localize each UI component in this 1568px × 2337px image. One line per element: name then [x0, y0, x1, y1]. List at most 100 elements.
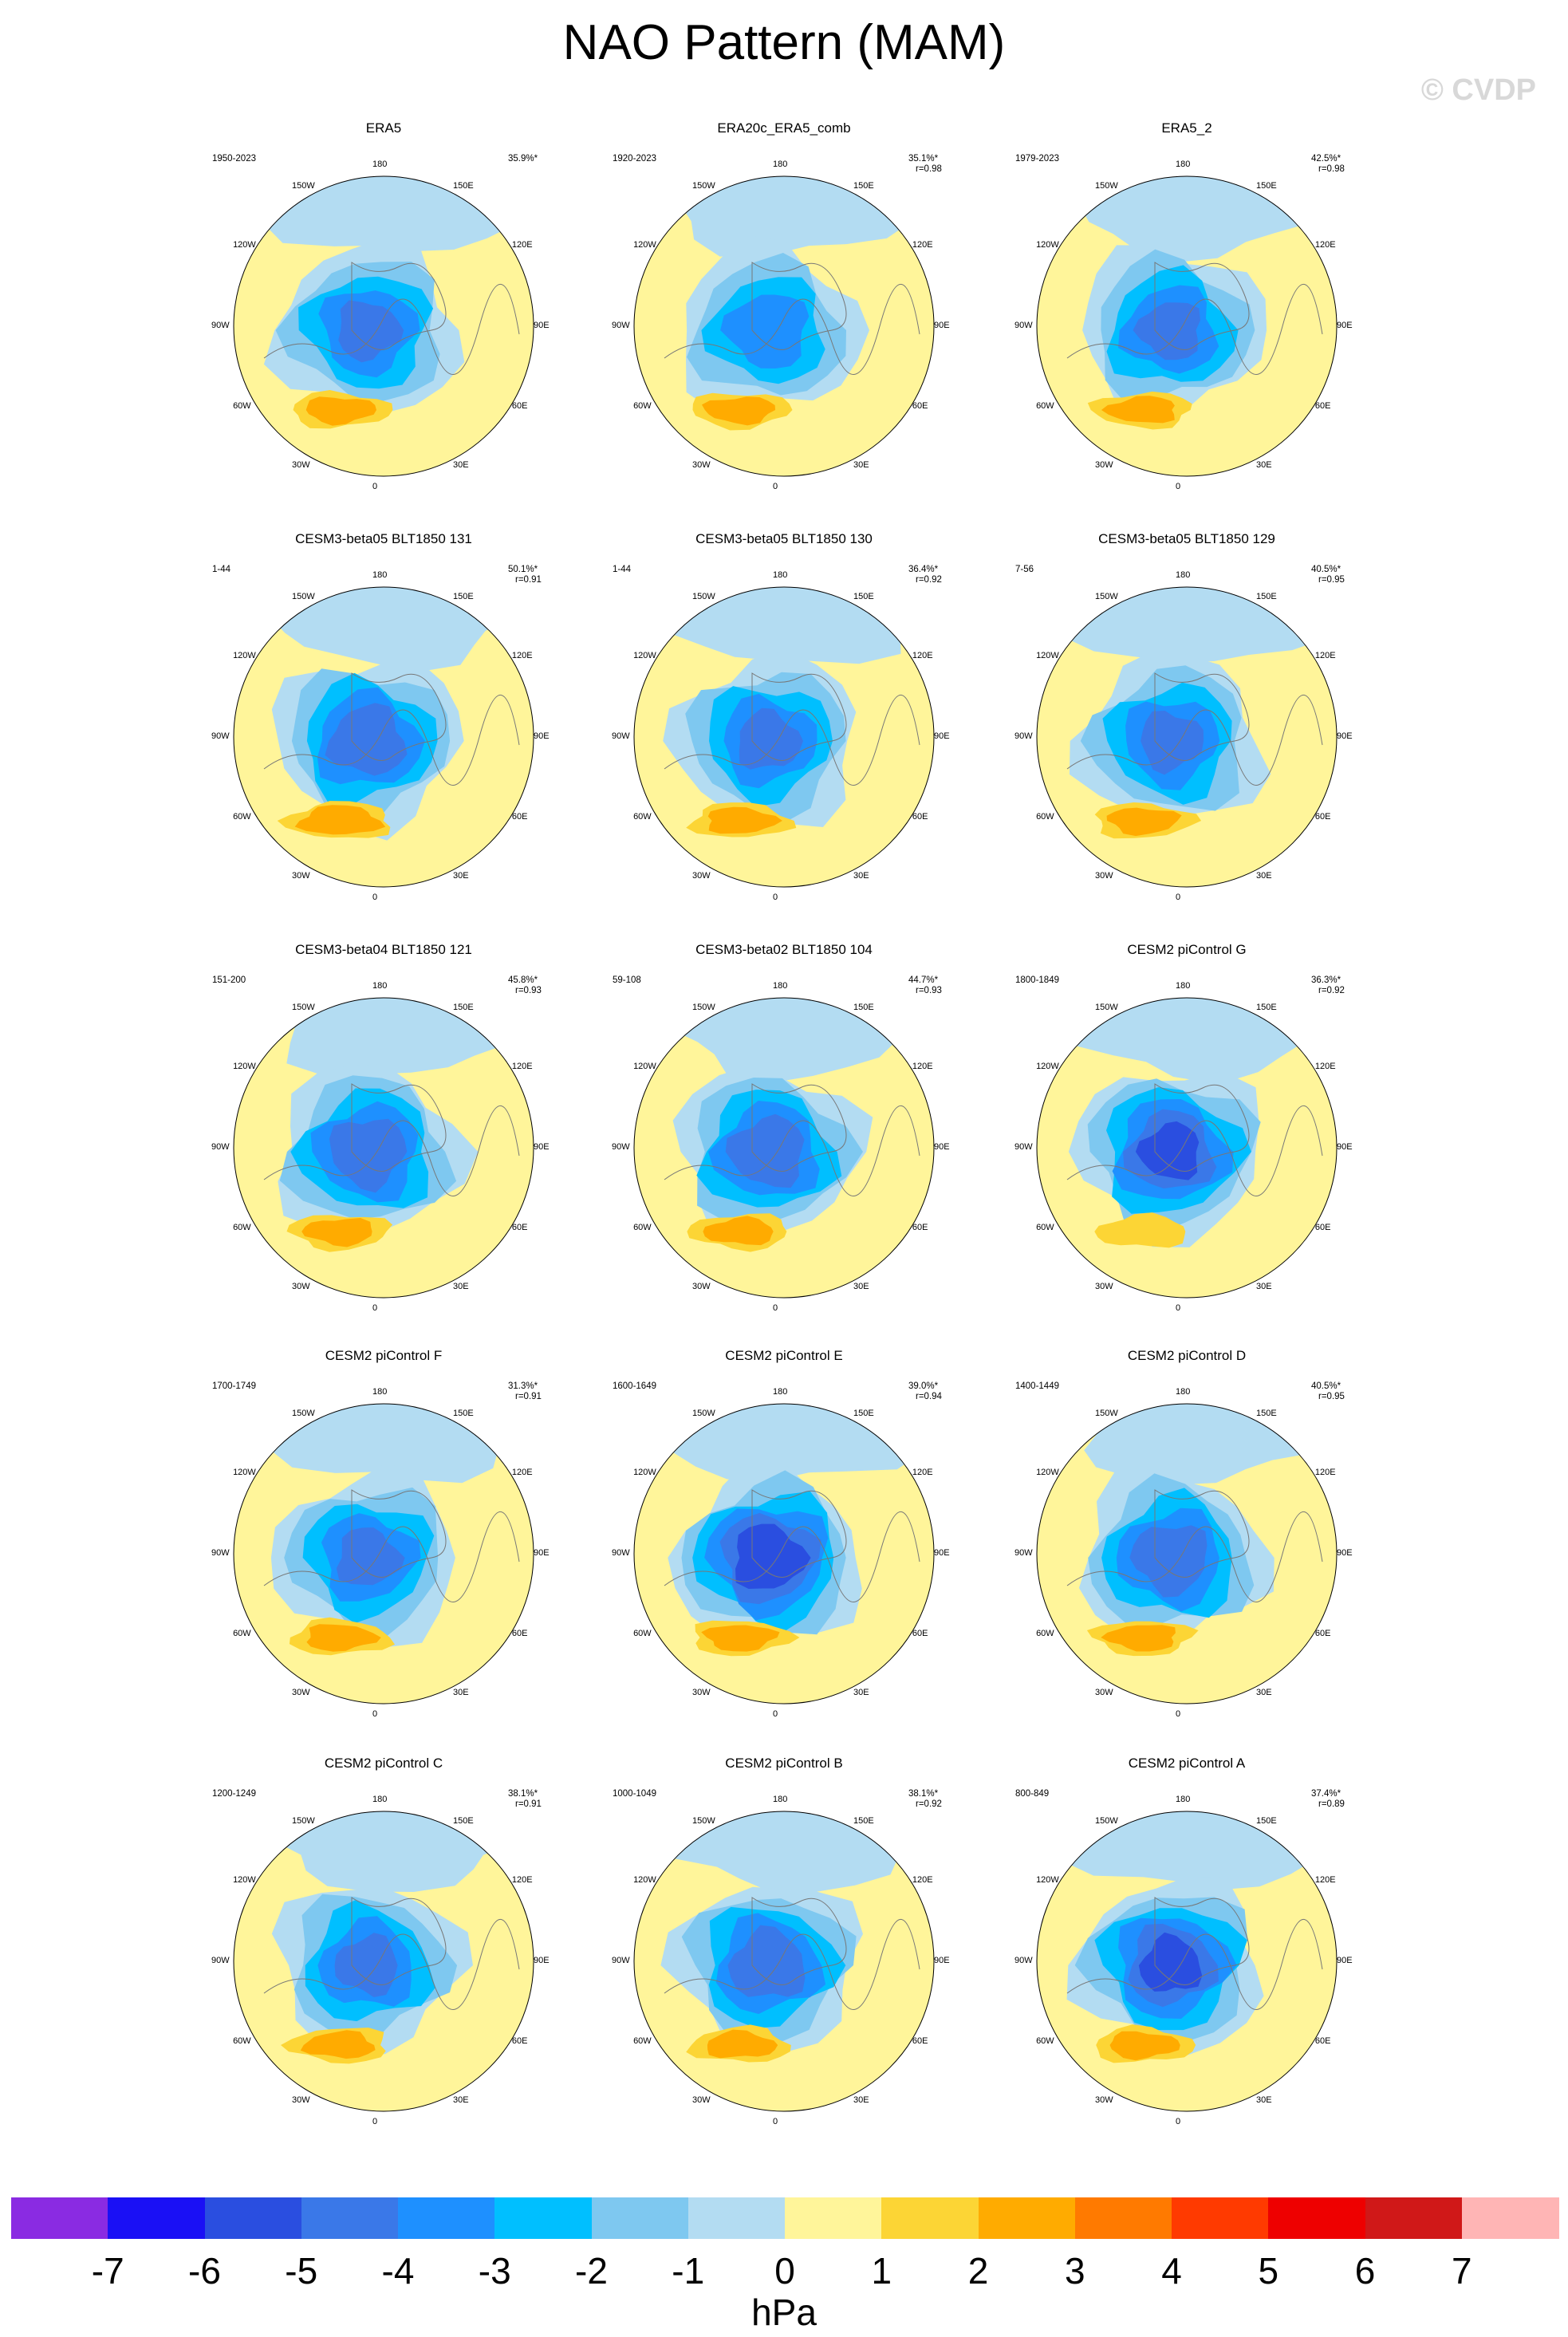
colorbar-segment [494, 2197, 592, 2239]
panel-title: ERA5 [365, 120, 402, 136]
longitude-label: 180 [1176, 1795, 1191, 1804]
panel-title: CESM3-beta05 BLT1850 129 [1098, 531, 1275, 546]
longitude-label: 60E [511, 401, 528, 411]
longitude-label: 120W [633, 1875, 656, 1885]
colorbar-tick-label: 2 [967, 2250, 989, 2292]
negative-contour-5 [725, 1113, 805, 1188]
positive-contour-1 [1094, 1212, 1186, 1248]
longitude-label: 120E [511, 651, 533, 660]
positive-contour-2 [703, 1216, 774, 1246]
polar-map-12 [1036, 1403, 1338, 1704]
longitude-label: 60E [511, 812, 528, 822]
longitude-label: 150W [292, 1003, 315, 1013]
longitude-label: 90W [1014, 731, 1033, 741]
longitude-label: 180 [372, 160, 388, 169]
longitude-label: 150W [692, 592, 715, 602]
longitude-label: 120E [1314, 1468, 1336, 1477]
greenland-coastline [1154, 672, 1250, 761]
polar-map-15 [1036, 1811, 1338, 2112]
colorbar-segment [11, 2197, 108, 2239]
longitude-label: 90W [1014, 321, 1033, 330]
greenland-coastline [351, 1083, 447, 1172]
map-panel-grid: ERA5 1950-2023 35.9%* 180 150E 120E 90E 60E 30E 0… [211, 120, 1353, 2126]
panel-years: 800-849 [1015, 1789, 1050, 1799]
longitude-label: 90W [612, 321, 630, 330]
longitude-label: 180 [372, 1387, 388, 1397]
longitude-label: 120W [633, 240, 656, 250]
longitude-label: 30W [692, 1281, 711, 1291]
longitude-label: 150W [1095, 1409, 1118, 1419]
negative-contour-6 [1135, 1121, 1200, 1180]
longitude-label: 60W [633, 2036, 652, 2046]
longitude-label: 150E [853, 1003, 874, 1013]
panel-variance-pct: 39.0%* [908, 1381, 939, 1391]
map-border [633, 586, 935, 888]
positive-contour-2 [305, 396, 376, 426]
colorbar-tick-label: 6 [1354, 2250, 1376, 2292]
longitude-label: 30W [292, 1281, 310, 1291]
longitude-label: 120W [233, 1468, 256, 1477]
longitude-label: 90W [211, 321, 230, 330]
map-border [1036, 175, 1338, 477]
panel-years: 1200-1249 [212, 1789, 256, 1799]
longitude-label: 30W [1095, 1687, 1113, 1697]
polar-map-9 [1036, 997, 1338, 1299]
longitude-label: 120E [1314, 651, 1336, 660]
longitude-label: 0 [773, 1709, 778, 1719]
coastline [1066, 1919, 1323, 2010]
positive-contour-2 [702, 396, 776, 426]
longitude-label: 0 [372, 2117, 378, 2126]
longitude-label: 150W [292, 592, 315, 602]
colorbar-segment [881, 2197, 979, 2239]
colorbar-tick-label: 1 [871, 2250, 892, 2292]
longitude-label: 30E [1256, 1281, 1272, 1291]
longitude-label: 150W [692, 1409, 715, 1419]
longitude-label: 60E [912, 1629, 928, 1638]
longitude-label: 120E [912, 240, 933, 250]
longitude-label: 30E [453, 459, 469, 470]
longitude-label: 0 [1176, 482, 1181, 491]
longitude-label: 30E [1256, 2095, 1272, 2105]
colorbar-segment [398, 2197, 495, 2239]
panel-pattern-correlation: r=0.95 [1318, 1392, 1345, 1401]
positive-contour-2 [707, 2029, 778, 2059]
polar-map-7 [233, 997, 534, 1299]
longitude-label: 180 [773, 1795, 788, 1804]
longitude-label: 30E [453, 1281, 469, 1291]
longitude-label: 60E [1314, 1223, 1331, 1232]
panel-years: 1979-2023 [1015, 154, 1059, 164]
panel-pattern-correlation: r=0.93 [916, 986, 942, 995]
longitude-label: 30W [692, 870, 711, 881]
longitude-label: 120W [1036, 240, 1059, 250]
longitude-label: 120E [511, 240, 533, 250]
longitude-label: 60W [1036, 1223, 1054, 1232]
longitude-label: 60W [633, 401, 652, 411]
polar-map-10 [233, 1403, 534, 1704]
longitude-label: 180 [773, 981, 788, 991]
panel-variance-pct: 38.1%* [908, 1789, 939, 1799]
map-border [233, 1403, 534, 1704]
coastline [664, 1511, 920, 1602]
panel-pattern-correlation: r=0.92 [1318, 986, 1345, 995]
coastline [664, 284, 920, 375]
panel-variance-pct: 42.5%* [1311, 154, 1341, 164]
longitude-label: 30E [1256, 870, 1272, 881]
longitude-label: 120E [511, 1062, 533, 1071]
longitude-label: 150E [1256, 1409, 1277, 1419]
longitude-label: 0 [1176, 893, 1181, 902]
longitude-label: 30W [1095, 459, 1113, 470]
colorbar-tick-label: -6 [188, 2250, 221, 2292]
panel-pattern-correlation: r=0.89 [1318, 1799, 1345, 1809]
panel-title: ERA20c_ERA5_comb [717, 120, 851, 136]
negative-contour-6 [735, 1523, 811, 1589]
longitude-label: 150W [1095, 592, 1118, 602]
colorbar-unit-label: hPa [751, 2292, 817, 2333]
coastline [664, 695, 920, 786]
longitude-label: 0 [773, 1303, 778, 1313]
longitude-label: 120W [1036, 651, 1059, 660]
longitude-label: 90E [1337, 1548, 1353, 1558]
negative-contour-5 [329, 1118, 408, 1193]
greenland-coastline [351, 1897, 447, 1985]
coastline [263, 1105, 520, 1196]
longitude-label: 150E [453, 592, 474, 602]
